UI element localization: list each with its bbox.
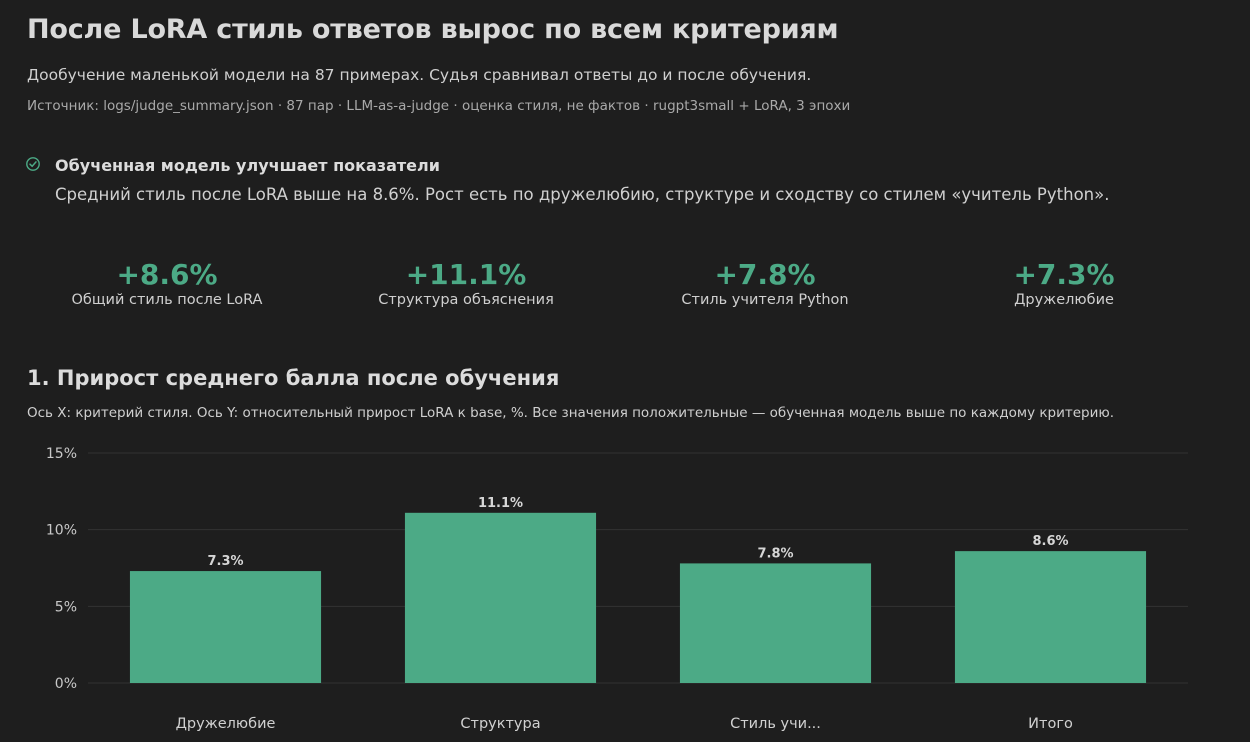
bar (129, 571, 322, 683)
kpi-label: Дружелюбие (1014, 292, 1114, 308)
data-label: 7.8% (757, 546, 793, 561)
kpi-label: Общий стиль после LoRA (71, 292, 263, 308)
y-tick-label: 15% (46, 446, 77, 462)
kpi-friendliness: +7.3% Дружелюбие (924, 258, 1204, 308)
x-tick-label: Структура (460, 716, 540, 732)
kpi-teacher-style: +7.8% Стиль учителя Python (625, 258, 905, 308)
bar (679, 563, 872, 683)
kpi-label: Стиль учителя Python (681, 292, 849, 308)
y-tick-label: 5% (55, 599, 77, 615)
data-label: 11.1% (478, 496, 523, 511)
page-subtitle: Дообучение маленькой модели на 87 пример… (27, 66, 812, 84)
kpi-value: +8.6% (116, 258, 218, 291)
chart-title: 1. Прирост среднего балла после обучения (27, 366, 560, 390)
kpi-overall: +8.6% Общий стиль после LoRA (27, 258, 307, 308)
chart-description: Ось X: критерий стиля. Ось Y: относитель… (27, 405, 1115, 421)
page-title: После LoRA стиль ответов вырос по всем к… (27, 14, 839, 45)
kpi-value: +11.1% (405, 258, 527, 291)
kpi-value: +7.3% (1013, 258, 1115, 291)
bar (404, 512, 597, 683)
kpi-label: Структура объяснения (378, 292, 554, 308)
x-tick-label: Стиль учи... (730, 716, 821, 732)
y-tick-label: 10% (46, 523, 77, 539)
insight-text: Средний стиль после LoRA выше на 8.6%. Р… (55, 185, 1110, 204)
data-label: 8.6% (1032, 534, 1068, 549)
check-circle-icon (26, 157, 40, 171)
bar (954, 551, 1147, 683)
data-label: 7.3% (207, 554, 243, 569)
x-tick-label: Дружелюбие (176, 716, 276, 732)
source-note: Источник: logs/judge_summary.json · 87 п… (27, 98, 851, 114)
y-tick-label: 0% (55, 676, 77, 692)
x-tick-label: Итого (1028, 716, 1073, 732)
insight-title: Обученная модель улучшает показатели (55, 156, 440, 175)
kpi-value: +7.8% (714, 258, 816, 291)
kpi-structure: +11.1% Структура объяснения (326, 258, 606, 308)
